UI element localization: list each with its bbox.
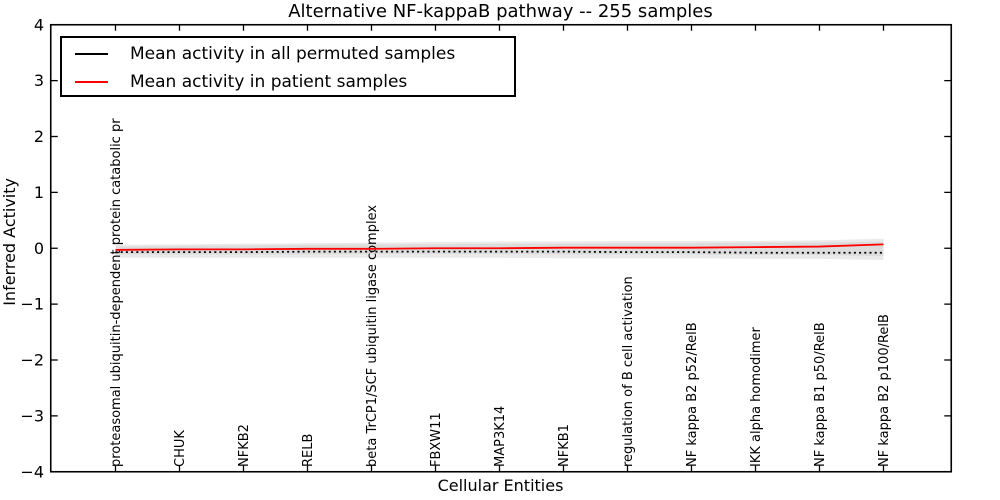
legend-item-permuted: Mean activity in all permuted samples — [75, 40, 514, 68]
y-tick-label: 2 — [34, 127, 44, 146]
x-tick-label: beta TrCP1/SCF ubiquitin ligase complex — [365, 205, 380, 467]
y-tick-label: 4 — [34, 15, 44, 34]
x-tick-label: NF kappa B2 p52/RelB — [685, 322, 700, 467]
y-tick-label: −3 — [20, 406, 44, 425]
x-tick-label: NF kappa B1 p50/RelB — [813, 322, 828, 467]
y-tick-label: −1 — [20, 295, 44, 314]
y-tick-label: 1 — [34, 183, 44, 202]
y-axis-title: Inferred Activity — [0, 178, 19, 306]
x-tick-label: NF kappa B2 p100/RelB — [877, 314, 892, 467]
x-tick-label: RELB — [301, 434, 316, 467]
series-line-permuted — [115, 250, 884, 254]
x-tick-label: NFKB2 — [237, 424, 252, 467]
chart-title: Alternative NF-kappaB pathway -- 255 sam… — [288, 1, 713, 22]
x-tick-label: proteasomal ubiquitin-dependent protein … — [109, 118, 124, 467]
x-tick-label: MAP3K14 — [493, 406, 508, 467]
legend: Mean activity in all permuted samples Me… — [60, 36, 516, 97]
legend-line-sample-permuted — [75, 53, 108, 55]
legend-label: Mean activity in patient samples — [130, 72, 408, 92]
x-tick-label: FBXW11 — [429, 412, 444, 467]
y-tick-label: −4 — [20, 462, 44, 481]
y-tick-label: −2 — [20, 351, 44, 370]
x-tick-label: regulation of B cell activation — [621, 276, 636, 467]
legend-item-patient: Mean activity in patient samples — [75, 68, 514, 96]
legend-line-sample-patient — [75, 81, 108, 83]
x-axis-title: Cellular Entities — [437, 476, 564, 495]
x-tick-label: CHUK — [173, 430, 188, 467]
legend-label: Mean activity in all permuted samples — [130, 44, 456, 64]
series-line-patient — [115, 243, 884, 251]
y-tick-label: 0 — [34, 239, 44, 258]
x-tick-label: NFKB1 — [557, 424, 572, 467]
y-tick-label: 3 — [34, 71, 44, 90]
x-tick-label: IKK alpha homodimer — [749, 326, 764, 467]
